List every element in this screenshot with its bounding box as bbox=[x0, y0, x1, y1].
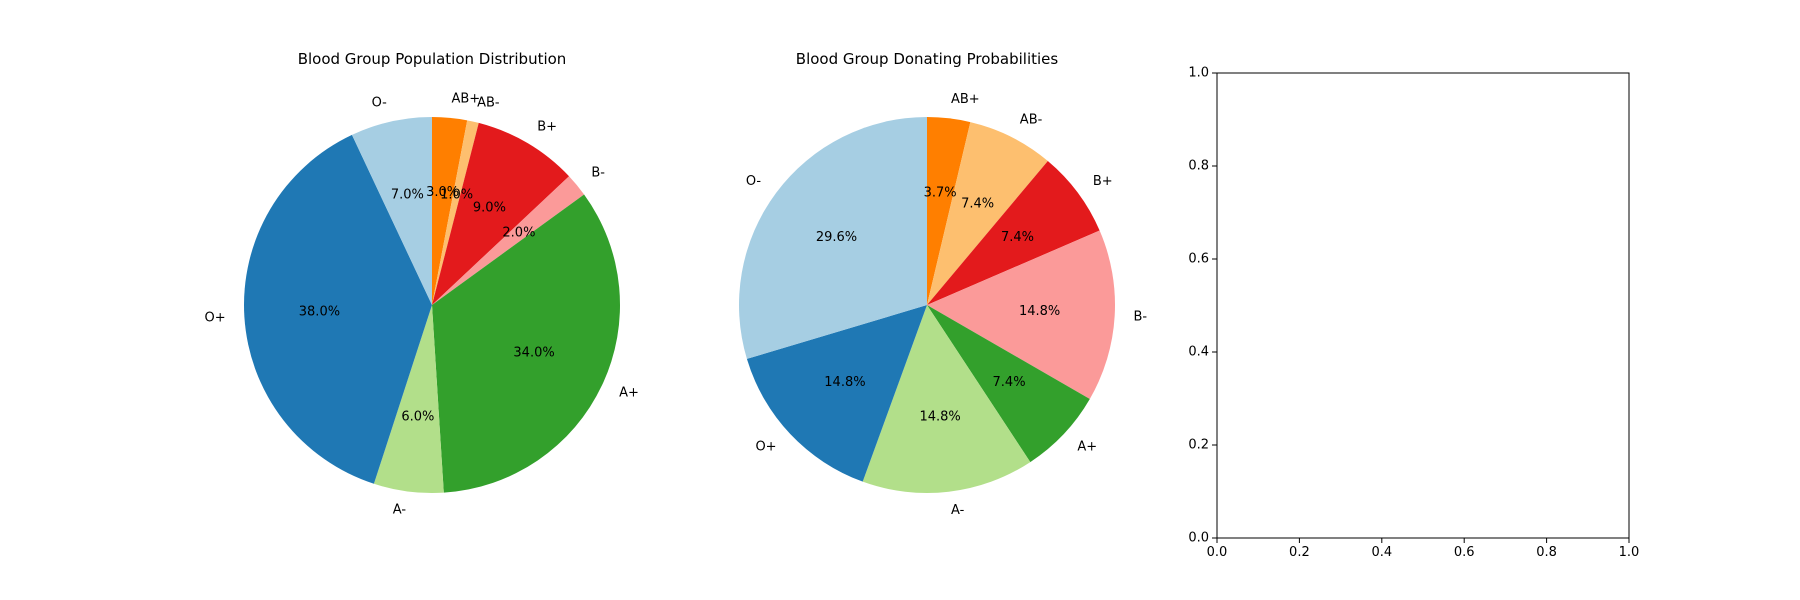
donating-pie-pct-b-pos: 7.4% bbox=[1001, 230, 1034, 245]
x-tick-label: 0.6 bbox=[1454, 545, 1475, 560]
y-tick-label: 0.6 bbox=[1188, 252, 1209, 267]
donating-pie-chart: Blood Group Donating Probabilities AB+ 3.… bbox=[739, 50, 1147, 518]
empty-axes-frame bbox=[1216, 72, 1630, 539]
y-tick-label: 0.4 bbox=[1188, 345, 1209, 360]
donating-pie-label-o-pos: O+ bbox=[755, 439, 776, 454]
donating-pie-pct-b-neg: 14.8% bbox=[1019, 304, 1060, 319]
empty-axes-x-ticks: 0.0 0.2 0.4 0.6 0.8 1.0 bbox=[1207, 538, 1640, 560]
donating-pie-wedges bbox=[739, 117, 1115, 493]
donating-pie-wedge-o-neg bbox=[739, 117, 927, 359]
population-pie-pct-a-pos: 34.0% bbox=[513, 346, 554, 361]
population-pie-label-b-pos: B+ bbox=[537, 119, 557, 134]
population-pie-label-o-neg: O- bbox=[372, 96, 388, 111]
y-tick-label: 1.0 bbox=[1188, 66, 1209, 81]
donating-pie-title: Blood Group Donating Probabilities bbox=[796, 50, 1059, 68]
donating-pie-label-ab-neg: AB- bbox=[1020, 113, 1043, 128]
donating-pie-pct-a-pos: 7.4% bbox=[993, 375, 1026, 390]
population-pie-label-a-pos: A+ bbox=[619, 386, 639, 401]
empty-axes: 0.0 0.2 0.4 0.6 0.8 1.0 0.0 0.2 0.4 0.6 0.8 1.0 bbox=[1188, 66, 1639, 561]
population-pie-pct-o-neg: 7.0% bbox=[391, 187, 424, 202]
population-pie-pct-ab-neg: 1.0% bbox=[440, 187, 473, 202]
donating-pie-wedge-a-neg bbox=[862, 305, 1031, 493]
x-tick-label: 0.4 bbox=[1371, 545, 1392, 560]
donating-pie-pct-a-neg: 14.8% bbox=[919, 410, 960, 425]
population-pie-wedge-o-pos bbox=[244, 134, 432, 484]
donating-pie-pct-ab-pos: 3.7% bbox=[924, 185, 957, 200]
population-pie-title: Blood Group Population Distribution bbox=[298, 50, 567, 68]
donating-pie-label-a-neg: A- bbox=[951, 503, 965, 518]
population-pie-label-a-neg: A- bbox=[393, 503, 407, 518]
population-pie-label-ab-neg: AB- bbox=[477, 96, 500, 111]
x-tick-label: 0.2 bbox=[1289, 545, 1310, 560]
donating-pie-label-ab-pos: AB+ bbox=[951, 92, 980, 107]
donating-pie-wedge-ab-pos bbox=[927, 117, 971, 305]
population-pie-wedge-o-neg bbox=[351, 117, 432, 305]
donating-pie-pct-ab-neg: 7.4% bbox=[961, 197, 994, 212]
y-tick-label: 0.2 bbox=[1188, 438, 1209, 453]
donating-pie-labels: AB+ 3.7% AB- 7.4% B+ 7.4% B- 14.8% A+ 7.4% A- 14.8%… bbox=[746, 92, 1148, 518]
population-pie-labels: AB+ 3.0% AB- 1.0% B+ 9.0% B- 2.0% A+ 34.0% A- 6.0% O… bbox=[204, 92, 638, 518]
population-pie-label-o-pos: O+ bbox=[204, 310, 225, 325]
population-pie-pct-b-neg: 2.0% bbox=[502, 226, 535, 241]
donating-pie-label-a-pos: A+ bbox=[1077, 439, 1097, 454]
population-pie-pct-a-neg: 6.0% bbox=[401, 409, 434, 424]
population-pie-wedges bbox=[244, 117, 620, 493]
population-pie-wedge-b-neg bbox=[432, 176, 585, 305]
population-pie-wedge-b-pos bbox=[432, 122, 570, 305]
population-pie-chart: Blood Group Population Distribution AB+ 3… bbox=[204, 50, 638, 518]
donating-pie-wedge-o-pos bbox=[746, 305, 927, 482]
y-tick-label: 0.8 bbox=[1188, 159, 1209, 174]
x-tick-label: 0.8 bbox=[1536, 545, 1557, 560]
population-pie-wedge-a-neg bbox=[373, 305, 444, 493]
population-pie-wedge-a-pos bbox=[432, 194, 620, 493]
population-pie-wedge-ab-neg bbox=[432, 120, 479, 306]
population-pie-label-b-neg: B- bbox=[591, 166, 605, 181]
x-tick-label: 1.0 bbox=[1619, 545, 1640, 560]
donating-pie-wedge-ab-neg bbox=[927, 122, 1048, 305]
y-tick-label: 0.0 bbox=[1188, 531, 1209, 546]
population-pie-pct-o-pos: 38.0% bbox=[299, 305, 340, 320]
donating-pie-pct-o-pos: 14.8% bbox=[824, 375, 865, 390]
donating-pie-wedge-b-pos bbox=[927, 160, 1100, 305]
donating-pie-label-o-neg: O- bbox=[746, 174, 762, 189]
population-pie-pct-b-pos: 9.0% bbox=[473, 200, 506, 215]
population-pie-wedge-ab-pos bbox=[432, 117, 468, 305]
x-tick-label: 0.0 bbox=[1207, 545, 1228, 560]
donating-pie-label-b-neg: B- bbox=[1133, 310, 1147, 325]
empty-axes-y-ticks: 0.0 0.2 0.4 0.6 0.8 1.0 bbox=[1188, 66, 1217, 546]
donating-pie-pct-o-neg: 29.6% bbox=[816, 230, 857, 245]
donating-pie-wedge-b-neg bbox=[927, 230, 1115, 399]
population-pie-pct-ab-pos: 3.0% bbox=[426, 185, 459, 200]
donating-pie-wedge-a-pos bbox=[927, 305, 1090, 463]
population-pie-label-ab-pos: AB+ bbox=[451, 92, 480, 107]
donating-pie-label-b-pos: B+ bbox=[1093, 174, 1113, 189]
